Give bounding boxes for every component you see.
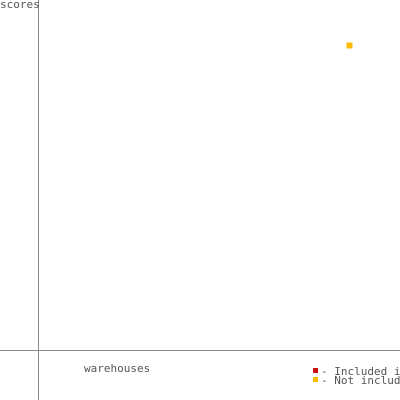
legend-swatch-included — [313, 368, 318, 373]
legend-swatch-not-included — [313, 377, 318, 382]
data-point-series-1-0 — [346, 42, 353, 49]
data-points — [346, 42, 353, 49]
legend: - Included in - Not included — [313, 365, 400, 387]
legend-label-not-included: - Not included — [321, 374, 400, 387]
x-axis-label: warehouses — [84, 362, 150, 375]
y-axis-label: scores — [0, 0, 40, 11]
legend-label-included: - Included in — [321, 365, 400, 378]
